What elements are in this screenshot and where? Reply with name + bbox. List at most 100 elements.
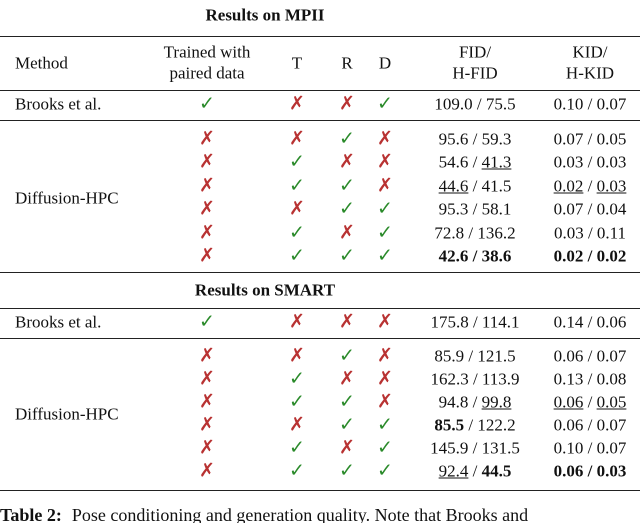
kid-value: 0.02 / 0.03 [554, 177, 627, 194]
section-title: Results on MPII [205, 5, 325, 25]
value-part: 0.07 [553, 129, 584, 149]
fid-value: 85.5 / 122.2 [434, 417, 515, 434]
check-mark: ✗ [199, 151, 215, 173]
kid-value: 0.14 / 0.06 [554, 314, 627, 331]
value-part: 0.07 [596, 415, 627, 435]
value-part: 44.6 [438, 176, 469, 196]
fid-value: 42.6 / 38.6 [439, 248, 512, 265]
fid-value: 95.6 / 59.3 [439, 131, 512, 148]
check-mark: ✓ [289, 368, 305, 390]
check-mark: ✓ [199, 93, 215, 115]
check-mark: ✗ [339, 151, 355, 173]
value-part: / [583, 461, 597, 481]
check-mark: ✗ [199, 175, 215, 197]
kid-value: 0.03 / 0.11 [554, 224, 626, 241]
check-mark: ✗ [377, 345, 393, 367]
value-part: 0.07 [596, 94, 627, 114]
check-mark: ✓ [339, 414, 355, 436]
header-cell: H-KID [565, 63, 615, 83]
value-part: / [583, 223, 597, 243]
value-part: 54.6 [438, 152, 469, 172]
value-part: 41.5 [481, 176, 512, 196]
value-part: 41.3 [481, 152, 512, 172]
value-part: / [583, 369, 597, 389]
value-part: 0.03 [596, 176, 627, 196]
value-part: / [468, 129, 482, 149]
check-mark: ✗ [199, 245, 215, 267]
value-part: 0.11 [596, 223, 627, 243]
value-part: / [468, 152, 482, 172]
value-part: / [583, 176, 597, 196]
check-mark: ✗ [199, 128, 215, 150]
caption-label: Table 2: [0, 505, 62, 523]
check-mark: ✓ [377, 437, 393, 459]
check-mark: ✗ [339, 437, 355, 459]
check-mark: ✓ [289, 245, 305, 267]
value-part: 145.9 [430, 438, 469, 458]
value-part: / [468, 461, 482, 481]
value-part: 94.8 [438, 392, 469, 412]
value-part: / [583, 94, 597, 114]
check-mark: ✓ [289, 222, 305, 244]
value-part: 72.8 [434, 223, 465, 243]
rule [0, 120, 640, 121]
kid-value: 0.06 / 0.05 [554, 394, 627, 411]
check-mark: ✗ [289, 345, 305, 367]
header-cell: R [341, 53, 353, 73]
check-mark: ✓ [377, 414, 393, 436]
fid-value: 85.9 / 121.5 [434, 348, 515, 365]
value-part: / [583, 346, 597, 366]
fid-value: 145.9 / 131.5 [430, 440, 520, 457]
header-cell: FID/ [458, 42, 492, 62]
caption-text: Pose conditioning and generation quality… [71, 505, 529, 523]
check-mark: ✗ [377, 311, 393, 333]
check-mark: ✗ [377, 175, 393, 197]
kid-value: 0.10 / 0.07 [554, 96, 627, 113]
check-mark: ✓ [377, 245, 393, 267]
value-part: / [583, 152, 597, 172]
value-part: 95.6 [438, 129, 469, 149]
header-cell: D [378, 53, 392, 73]
value-part: / [583, 312, 597, 332]
value-part: 0.04 [596, 199, 627, 219]
check-mark: ✓ [377, 198, 393, 220]
check-mark: ✓ [339, 128, 355, 150]
kid-value: 0.02 / 0.02 [554, 248, 627, 265]
value-part: 0.08 [596, 369, 627, 389]
value-part: 99.8 [481, 392, 512, 412]
check-mark: ✓ [339, 391, 355, 413]
rule [0, 272, 640, 273]
value-part: 75.5 [485, 94, 516, 114]
check-mark: ✓ [339, 460, 355, 482]
fid-value: 92.4 / 44.5 [439, 463, 512, 480]
method-name: Diffusion-HPC [15, 404, 119, 423]
value-part: 121.5 [477, 346, 516, 366]
value-part: / [583, 392, 597, 412]
rule [0, 36, 640, 37]
value-part: 59.3 [481, 129, 512, 149]
fid-value: 54.6 / 41.3 [439, 154, 512, 171]
kid-value: 0.03 / 0.03 [554, 154, 627, 171]
method-name: Brooks et al. [15, 312, 102, 332]
value-part: 0.14 [553, 312, 584, 332]
value-part: 109.0 [434, 94, 473, 114]
value-part: / [464, 346, 478, 366]
value-part: / [583, 199, 597, 219]
header-cell: paired data [169, 63, 245, 83]
value-part: 0.05 [596, 129, 627, 149]
fid-value: 175.8 / 114.1 [430, 314, 519, 331]
value-part: 85.5 [434, 415, 465, 435]
check-mark: ✓ [377, 222, 393, 244]
kid-value: 0.06 / 0.07 [554, 417, 627, 434]
value-part: 0.07 [596, 346, 627, 366]
section-title: Results on SMART [194, 280, 336, 300]
value-part: / [464, 223, 478, 243]
kid-value: 0.10 / 0.07 [554, 440, 627, 457]
check-mark: ✗ [377, 368, 393, 390]
value-part: 0.03 [596, 461, 627, 481]
check-mark: ✓ [289, 391, 305, 413]
value-part: 175.8 [430, 312, 469, 332]
value-part: 85.9 [434, 346, 465, 366]
value-part: 92.4 [438, 461, 469, 481]
value-part: 0.05 [596, 392, 627, 412]
